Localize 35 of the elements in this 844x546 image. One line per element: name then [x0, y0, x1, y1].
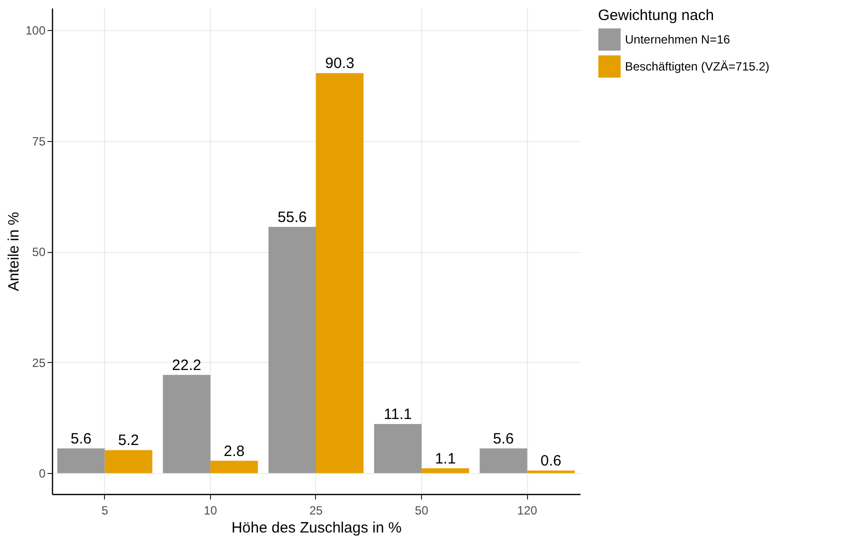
x-axis-title: Höhe des Zuschlags in %: [231, 520, 402, 536]
bar: [162, 374, 210, 474]
x-tick-label: 120: [517, 504, 538, 518]
data-label: 5.6: [70, 430, 92, 448]
bar: [57, 448, 105, 474]
legend-label: Beschäftigten (VZÄ=715.2): [625, 60, 770, 74]
y-tick-label: 0: [38, 466, 46, 481]
data-label: 22.2: [172, 356, 202, 374]
bar: [374, 424, 422, 474]
data-label: 5.2: [118, 432, 139, 450]
bar: [268, 226, 316, 474]
data-label: 11.1: [384, 406, 412, 423]
y-tick-label: 75: [32, 134, 46, 148]
x-tick-label: 10: [204, 504, 218, 518]
data-label: 90.3: [325, 55, 354, 72]
x-tick-label: 50: [414, 504, 429, 518]
bar: [104, 450, 152, 474]
data-label: 1.1: [434, 450, 456, 468]
bar: [480, 448, 528, 474]
bar: [210, 460, 258, 474]
y-tick-label: 50: [32, 245, 46, 260]
bar: [316, 73, 364, 474]
bar: [527, 470, 575, 474]
data-label: 0.6: [540, 452, 562, 470]
data-label: 5.6: [493, 430, 514, 448]
y-tick-label: 25: [32, 356, 46, 370]
bar: [422, 468, 470, 474]
x-tick-label: 5: [101, 504, 108, 518]
y-axis-title: Anteile in %: [5, 212, 22, 292]
data-label: 2.8: [224, 442, 245, 460]
x-tick-label: 25: [309, 504, 323, 518]
legend-title: Gewichtung nach: [598, 7, 714, 24]
y-tick-label: 100: [25, 24, 46, 38]
legend-label: Unternehmen N=16: [625, 32, 730, 46]
data-label: 55.6: [278, 208, 307, 226]
